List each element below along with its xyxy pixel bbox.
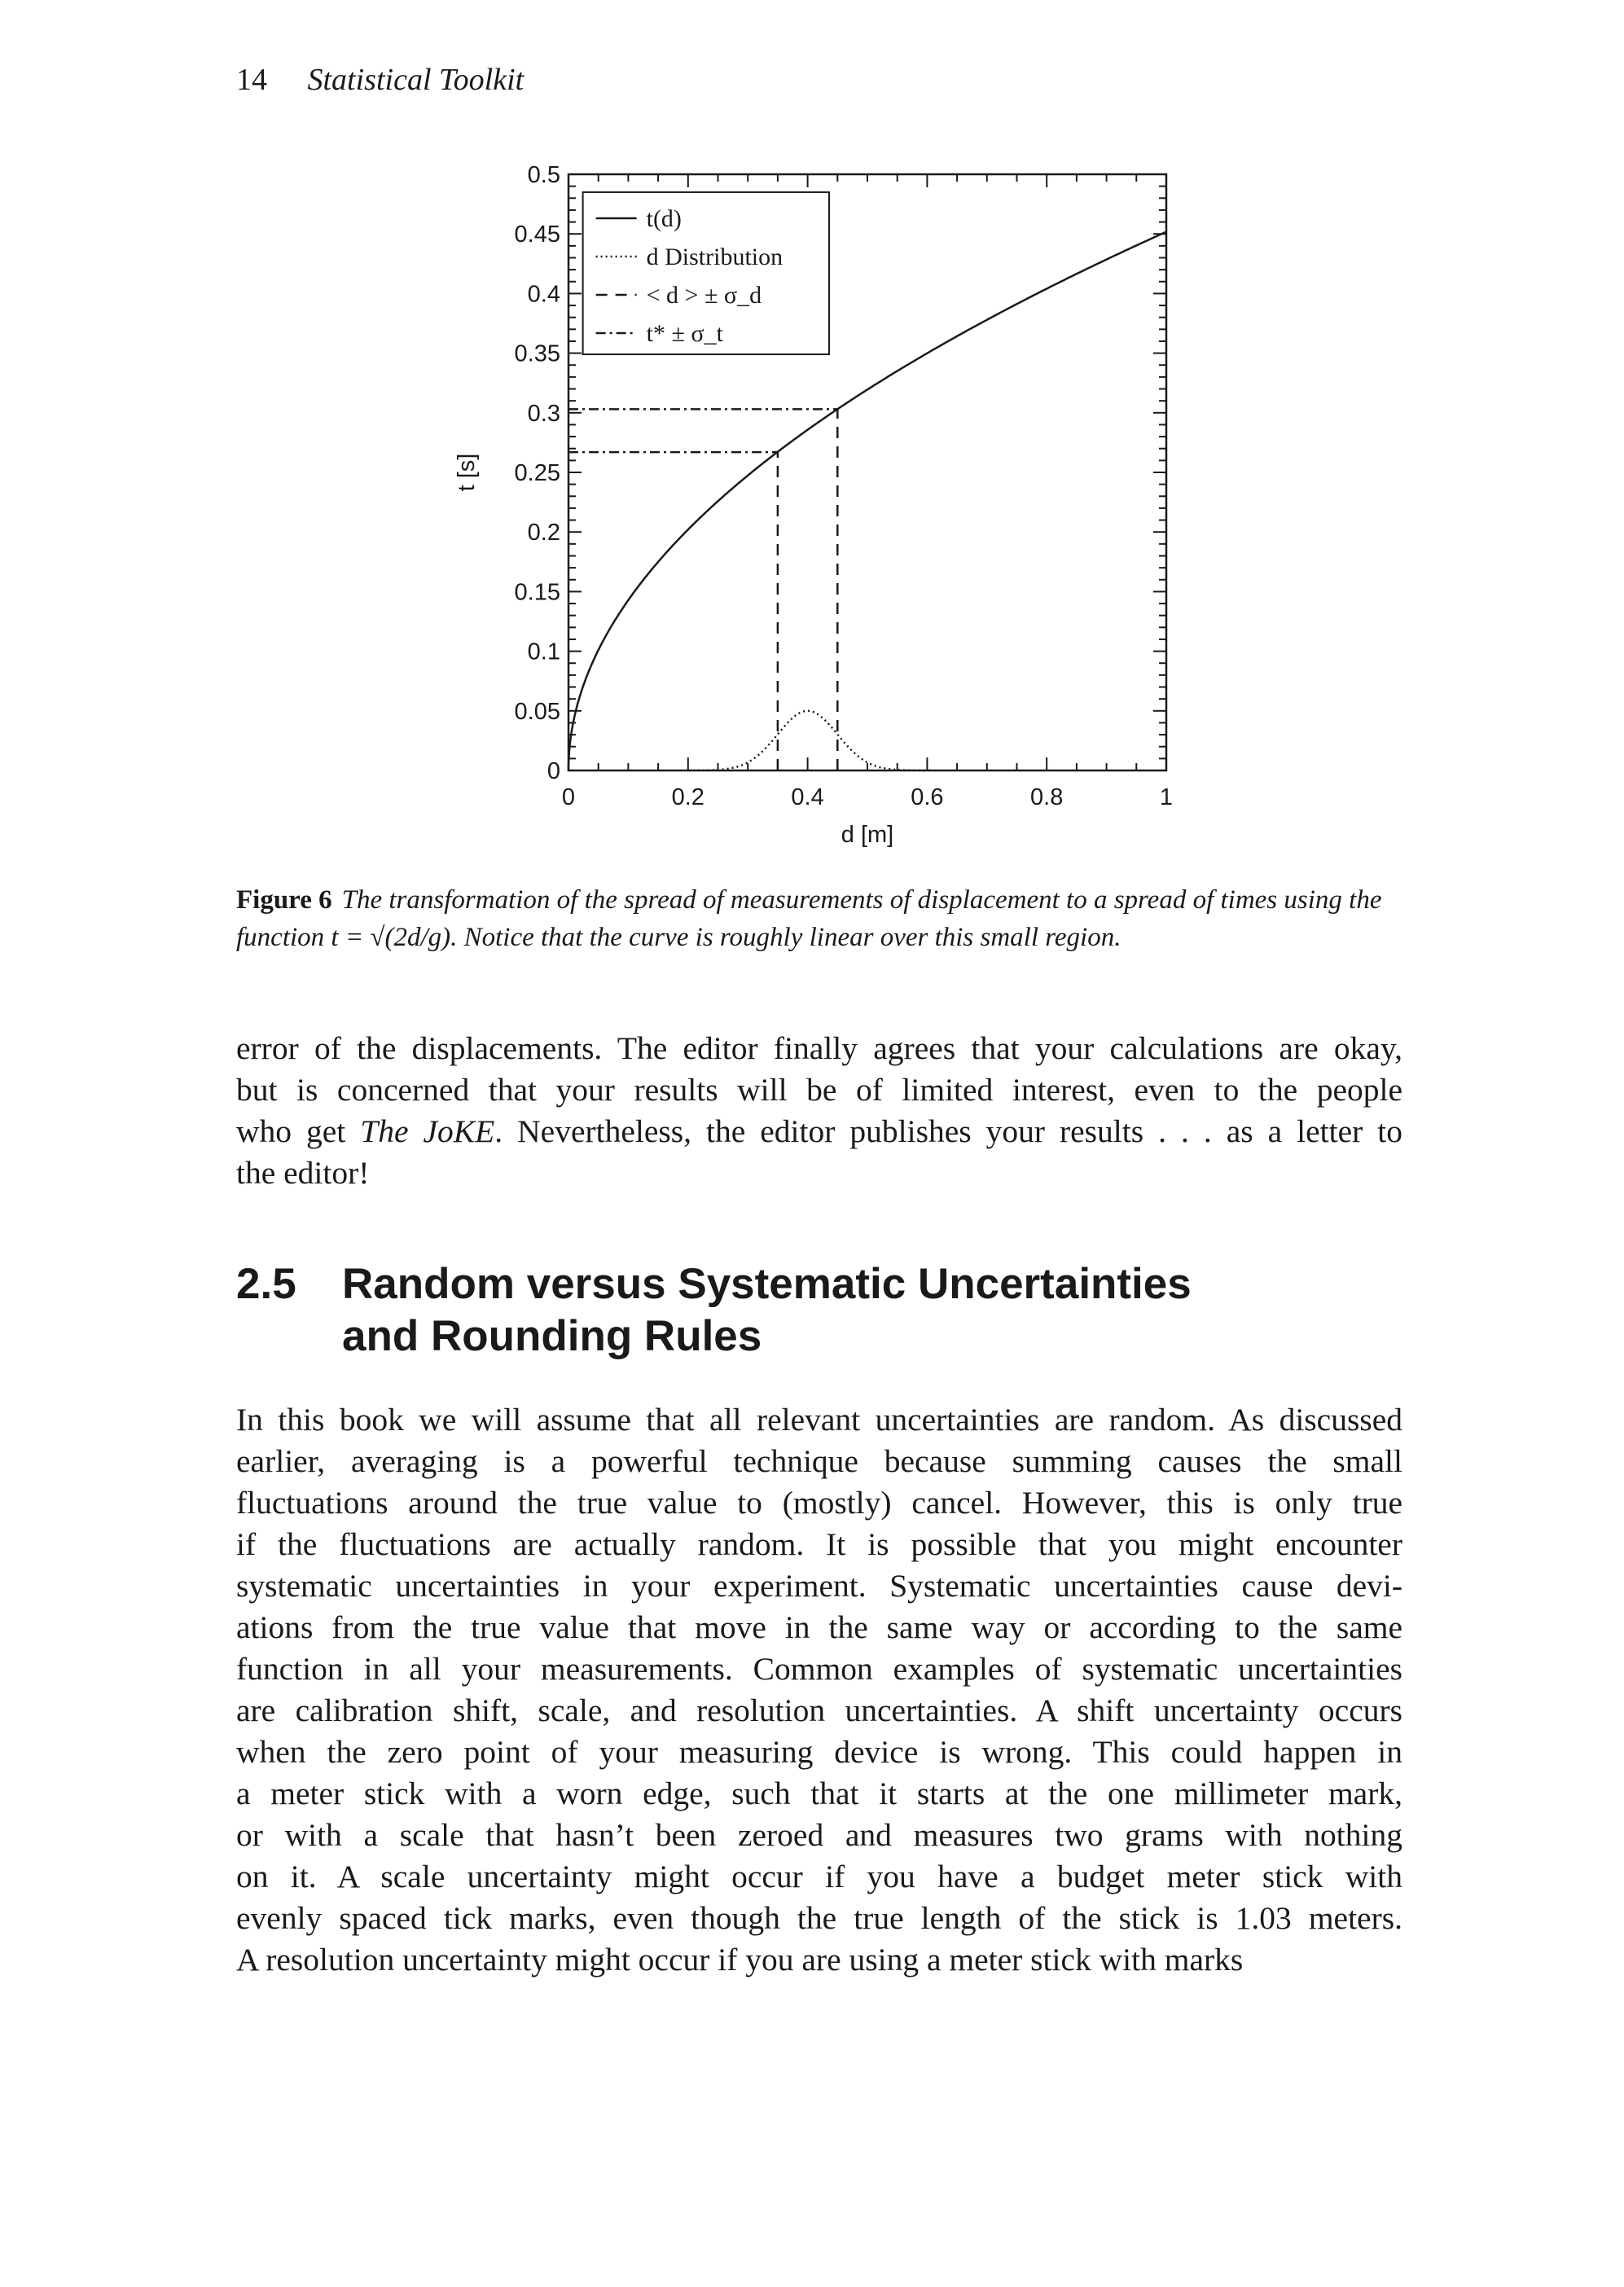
- series-t-of-d: [567, 230, 1167, 770]
- y-tick-label: 0.45: [515, 222, 560, 248]
- y-tick-label: 0.25: [515, 460, 560, 486]
- paragraph-1: error of the displacements. The editor f…: [236, 1028, 1402, 1194]
- x-tick-label: 1: [1160, 784, 1173, 810]
- y-tick-label: 0.3: [528, 401, 560, 427]
- journal-name: The JoKE: [360, 1113, 495, 1149]
- figure-label: Figure 6: [236, 885, 332, 915]
- text-line: who get The JoKE. Nevertheless, the edit…: [236, 1113, 1402, 1149]
- text-line: systematic uncertainties in your experim…: [236, 1568, 1402, 1604]
- plot-frame: [567, 173, 1168, 772]
- x-tick-label: 0.8: [1030, 784, 1063, 810]
- y-tick-label: 0.2: [528, 520, 560, 546]
- text-line: function in all your measurements. Commo…: [236, 1651, 1402, 1687]
- book-title: Statistical Toolkit: [307, 63, 525, 97]
- legend-label: d Distribution: [647, 244, 783, 270]
- y-axis-label: t [s]: [456, 454, 480, 492]
- text-line: In this book we will assume that all rel…: [236, 1402, 1402, 1438]
- y-tick-label: 0.35: [515, 341, 560, 367]
- caption-text: The transformation of the spread of meas…: [236, 885, 1382, 952]
- y-tick-label: 0.1: [528, 639, 560, 665]
- y-tick-label: 0.4: [528, 281, 560, 307]
- x-axis-label: d [m]: [841, 822, 893, 848]
- text-line: A resolution uncertainty might occur if …: [236, 1942, 1244, 1978]
- x-tick-labels: 0 0.2 0.4 0.6 0.8 1: [562, 784, 1173, 810]
- x-tick-label: 0: [562, 784, 575, 810]
- text-line: but is concerned that your results will …: [236, 1072, 1402, 1108]
- heading-line-2: and Rounding Rules: [342, 1312, 762, 1360]
- heading-line-1: Random versus Systematic Uncertainties: [342, 1260, 1192, 1308]
- text-line: evenly spaced tick marks, even though th…: [236, 1900, 1402, 1936]
- legend: t(d) d Distribution < d > ± σ_d t* ± σ_t: [582, 191, 831, 356]
- text-line: ations from the true value that move in …: [236, 1609, 1402, 1645]
- x-tick-label: 0.2: [672, 784, 704, 810]
- x-tick-label: 0.6: [911, 784, 943, 810]
- figure-chart: 0 0.2 0.4 0.6 0.8 1 0 0.05 0.1 0.15 0.2 0.25 0.3 0.3…: [456, 162, 1173, 848]
- text-line: the editor!: [236, 1155, 370, 1191]
- text-line: are calibration shift, scale, and resolu…: [236, 1692, 1402, 1728]
- paragraph-2: In this book we will assume that all rel…: [236, 1399, 1402, 1981]
- text-line: if the fluctuations are actually random.…: [236, 1526, 1402, 1562]
- y-tick-label: 0: [547, 758, 560, 784]
- text-line: error of the displacements. The editor f…: [236, 1030, 1402, 1066]
- y-tick-label: 0.15: [515, 579, 560, 605]
- series-layer: [567, 230, 1167, 772]
- series-d-distribution: [687, 709, 928, 772]
- y-tick-labels: 0 0.05 0.1 0.15 0.2 0.25 0.3 0.35 0.4 0.45 0.5: [515, 162, 560, 784]
- section-number: 2.5: [236, 1260, 296, 1308]
- text-line: on it. A scale uncertainty might occur i…: [236, 1859, 1402, 1894]
- x-tick-label: 0.4: [791, 784, 823, 810]
- section-heading: 2.5 Random versus Systematic Uncertaintie…: [236, 1258, 1192, 1363]
- text-line: fluctuations around the true value to (m…: [236, 1485, 1402, 1521]
- legend-label: < d > ± σ_d: [647, 282, 762, 309]
- text-line: or with a scale that hasn’t been zeroed …: [236, 1817, 1402, 1853]
- y-tick-label: 0.5: [528, 162, 560, 188]
- text-line: when the zero point of your measuring de…: [236, 1734, 1402, 1770]
- figure-caption: Figure 6 The transformation of the spread…: [236, 881, 1402, 956]
- legend-label: t* ± σ_t: [647, 320, 724, 347]
- running-head: 14 Statistical Toolkit: [236, 62, 524, 98]
- text-line: earlier, averaging is a powerful techniq…: [236, 1443, 1402, 1479]
- y-tick-label: 0.05: [515, 699, 560, 725]
- page-number: 14: [236, 63, 267, 97]
- text-line: a meter stick with a worn edge, such tha…: [236, 1776, 1402, 1811]
- legend-label: t(d): [647, 205, 682, 232]
